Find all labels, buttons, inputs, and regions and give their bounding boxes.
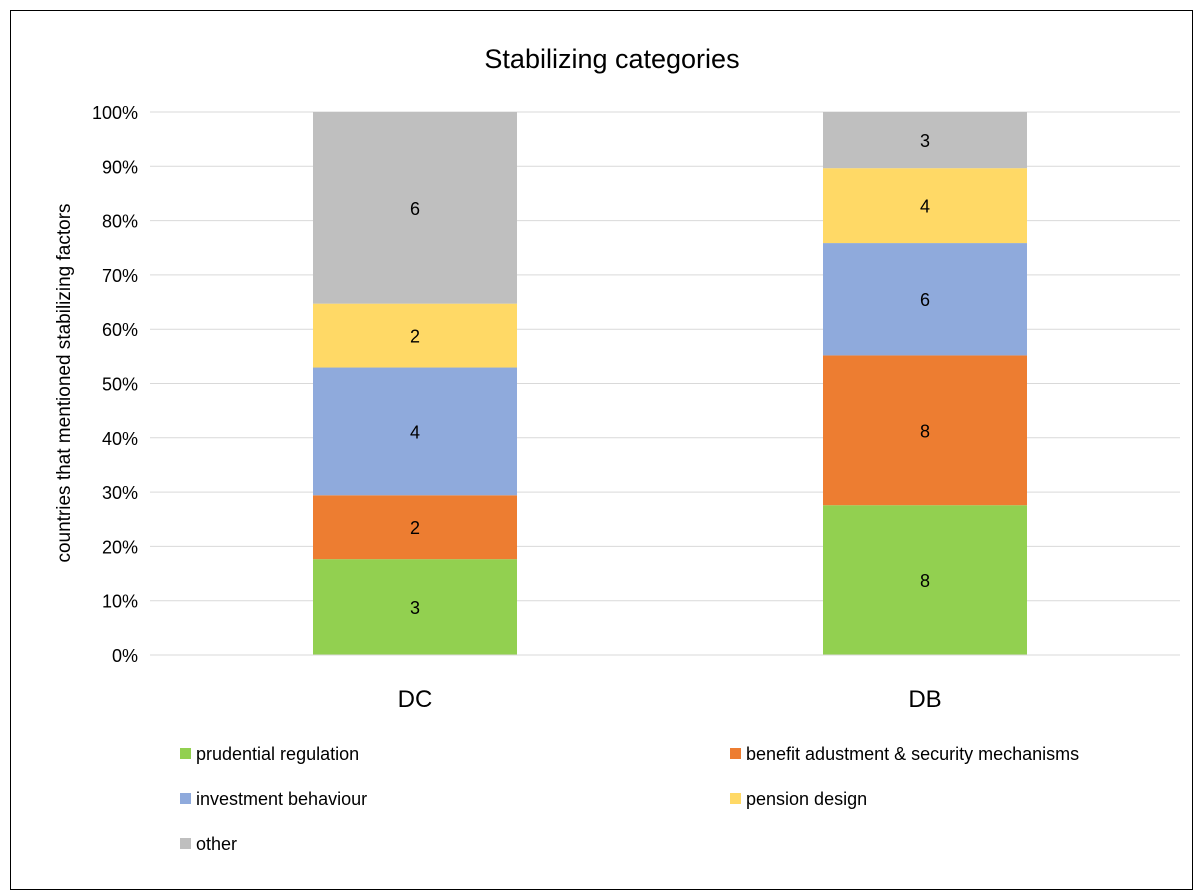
y-tick-label: 90% <box>102 157 138 177</box>
y-tick-label: 80% <box>102 212 138 232</box>
data-label: 3 <box>920 131 930 151</box>
data-label: 2 <box>410 327 420 347</box>
legend-swatch <box>180 838 191 849</box>
stacked-bar-chart: Stabilizing categories countries that me… <box>54 44 1180 854</box>
bars <box>313 112 1027 655</box>
y-tick-label: 20% <box>102 537 138 557</box>
bar-segment <box>313 559 517 655</box>
data-label: 4 <box>410 422 420 442</box>
data-label: 3 <box>410 598 420 618</box>
legend: prudential regulation benefit adustment &… <box>180 744 1079 854</box>
bar-segment <box>823 243 1027 356</box>
y-tick-label: 30% <box>102 483 138 503</box>
legend-label: investment behaviour <box>196 789 367 809</box>
y-tick-label: 70% <box>102 266 138 286</box>
legend-swatch <box>180 793 191 804</box>
bar-segment <box>313 303 517 368</box>
data-labels: 3 2 4 2 6 8 8 6 4 3 <box>410 131 930 618</box>
y-tick-label: 10% <box>102 592 138 612</box>
data-label: 2 <box>410 518 420 538</box>
data-label: 6 <box>410 199 420 219</box>
data-label: 6 <box>920 290 930 310</box>
legend-swatch <box>730 793 741 804</box>
bar-segment <box>823 355 1027 506</box>
data-label: 8 <box>920 571 930 591</box>
x-tick-label: DC <box>398 686 433 713</box>
bar-segment <box>823 112 1027 169</box>
y-tick-label: 0% <box>112 646 138 666</box>
data-label: 8 <box>920 421 930 441</box>
legend-label: prudential regulation <box>196 744 359 764</box>
legend-label: benefit adustment & security mechanisms <box>746 744 1079 764</box>
y-tick-label: 60% <box>102 320 138 340</box>
bar-segment <box>313 367 517 496</box>
bar-segment <box>823 505 1027 655</box>
data-label: 4 <box>920 197 930 217</box>
bar-segment <box>313 495 517 560</box>
y-tick-label: 40% <box>102 429 138 449</box>
legend-swatch <box>180 748 191 759</box>
bar-segment <box>823 168 1027 244</box>
legend-label: pension design <box>746 789 867 809</box>
x-tick-label: DB <box>908 686 941 713</box>
axes: 0% 10% 20% 30% 40% 50% 60% 70% 80% 90% 100% DC DB <box>92 103 1180 713</box>
legend-label: other <box>196 834 237 854</box>
y-tick-label: 50% <box>102 375 138 395</box>
y-tick-label: 100% <box>92 103 138 123</box>
chart-title: Stabilizing categories <box>484 44 739 74</box>
legend-swatch <box>730 748 741 759</box>
bar-segment <box>313 112 517 304</box>
y-axis-label: countries that mentioned stabilizing fac… <box>54 203 75 562</box>
